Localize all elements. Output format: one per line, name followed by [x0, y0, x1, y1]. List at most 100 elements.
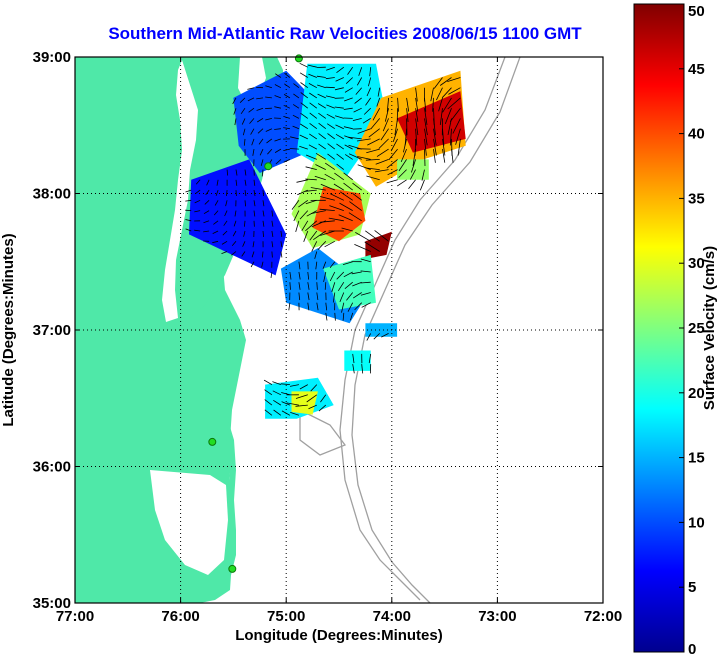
velocity-vector-174 [307, 271, 310, 280]
velocity-vector-128 [274, 106, 281, 109]
velocity-vector-64 [252, 241, 255, 248]
velocity-vector-293 [347, 302, 354, 312]
velocity-vector-220 [325, 312, 328, 321]
velocity-vector-173 [307, 282, 310, 290]
velocity-vector-74 [251, 138, 255, 146]
velocity-vector-310 [344, 97, 353, 102]
velocity-vector-73 [252, 149, 255, 156]
y-axis-ticks: 35:00 36:00 37:00 38:00 39:00 [33, 49, 603, 612]
velocity-vector-253 [319, 208, 335, 211]
velocity-vector-443 [447, 97, 461, 110]
velocity-vector-117 [273, 399, 282, 406]
y-tick-label-4: 38:00 [33, 186, 71, 203]
velocity-vector-252 [319, 220, 335, 223]
velocity-vector-382 [388, 148, 398, 161]
velocity-vector-390 [398, 159, 407, 172]
velocity-vector-342 [360, 258, 371, 263]
velocity-vector-61 [239, 97, 246, 103]
velocity-vector-376 [382, 118, 389, 132]
velocity-vector-195 [316, 292, 319, 301]
velocity-vector-178 [299, 210, 309, 220]
velocity-vector-97 [264, 409, 273, 416]
velocity-vector-313 [347, 66, 354, 75]
velocity-vector-375 [380, 128, 389, 141]
velocity-vector-292 [350, 312, 354, 321]
velocity-vector-211 [309, 122, 318, 130]
velocity-vector-99 [264, 389, 273, 396]
velocity-vector-318 [352, 281, 362, 287]
velocity-vector-59 [241, 118, 246, 125]
velocity-vector-312 [345, 77, 353, 84]
velocity-vector-1 [185, 228, 192, 232]
velocity-vector-233 [315, 164, 326, 170]
velocity-vector-289 [336, 66, 345, 74]
x-tick-label-5: 73:00 [478, 608, 516, 625]
velocity-vector-231 [310, 187, 326, 191]
x-tick-label-6: 72:00 [584, 608, 622, 625]
velocity-vector-428 [438, 97, 443, 112]
velocity-vector-163 [292, 125, 300, 130]
velocity-vector-126 [274, 128, 281, 130]
velocity-vector-274 [328, 217, 344, 222]
velocity-vector-271 [337, 281, 345, 292]
velocity-vector-267 [326, 66, 335, 71]
colorbar-label: Surface Velocity (cm/s) [701, 246, 718, 410]
velocity-vector-218 [318, 404, 327, 412]
velocity-vector-131 [274, 73, 282, 78]
velocity-vector-81 [262, 251, 264, 258]
colorbar-tick-label-6: 25 [688, 320, 705, 337]
velocity-vector-421 [432, 97, 434, 112]
velocity-vector-10 [195, 189, 201, 195]
velocity-vector-234 [315, 152, 327, 160]
velocity-vector-77 [248, 107, 255, 113]
velocity-vector-395 [406, 108, 409, 122]
velocity-vector-13 [203, 230, 210, 233]
velocity-vector-172 [307, 292, 310, 301]
velocity-vector-235 [318, 143, 327, 150]
velocity-vector-411 [424, 128, 428, 146]
velocity-vector-270 [339, 292, 345, 303]
velocity-vector-212 [309, 112, 318, 119]
velocity-vector-123 [275, 159, 282, 165]
velocity-vector-298 [341, 227, 353, 232]
velocity-vector-295 [344, 281, 353, 290]
velocity-vector-67 [253, 210, 256, 217]
grid-lines [75, 57, 603, 603]
velocity-vector-420 [433, 108, 435, 126]
velocity-vector-75 [250, 128, 255, 135]
velocity-vector-370 [374, 230, 389, 242]
velocity-vector-410 [424, 138, 427, 156]
velocity-vector-331 [354, 97, 362, 104]
velocity-vector-258 [327, 153, 336, 160]
velocity-vector-5 [185, 189, 192, 193]
velocity-vector-317 [352, 292, 362, 299]
velocity-vector-239 [317, 103, 327, 109]
velocity-vector-181 [296, 179, 308, 183]
velocity-vector-133 [281, 401, 291, 406]
velocity-vector-205 [305, 189, 317, 192]
velocity-vector-409 [424, 149, 426, 167]
velocity-vector-366 [372, 108, 381, 121]
velocity-vector-45 [233, 108, 237, 115]
velocity-vector-254 [319, 196, 335, 201]
velocity-vector-35 [231, 251, 237, 256]
velocity-vector-432 [451, 138, 453, 156]
velocity-vector-202 [305, 220, 318, 232]
velocity-vector-341 [360, 270, 371, 273]
velocity-vector-60 [240, 107, 246, 115]
velocity-vector-372 [375, 159, 389, 165]
velocity-vector-118 [272, 390, 282, 396]
velocity-vector-38 [233, 220, 237, 227]
velocity-vector-307 [343, 126, 353, 130]
velocity-vector-110 [266, 138, 273, 144]
velocity-vector-354 [368, 77, 372, 87]
velocity-vector-287 [334, 87, 344, 91]
velocity-vector-52 [244, 200, 246, 207]
velocity-vector-369 [381, 333, 389, 338]
velocity-vector-338 [361, 302, 371, 308]
velocity-vector-424 [442, 138, 446, 156]
velocity-vector-204 [305, 199, 317, 205]
velocity-vector-101 [270, 271, 273, 278]
velocity-vector-418 [433, 128, 437, 146]
velocity-vector-284 [334, 115, 344, 119]
